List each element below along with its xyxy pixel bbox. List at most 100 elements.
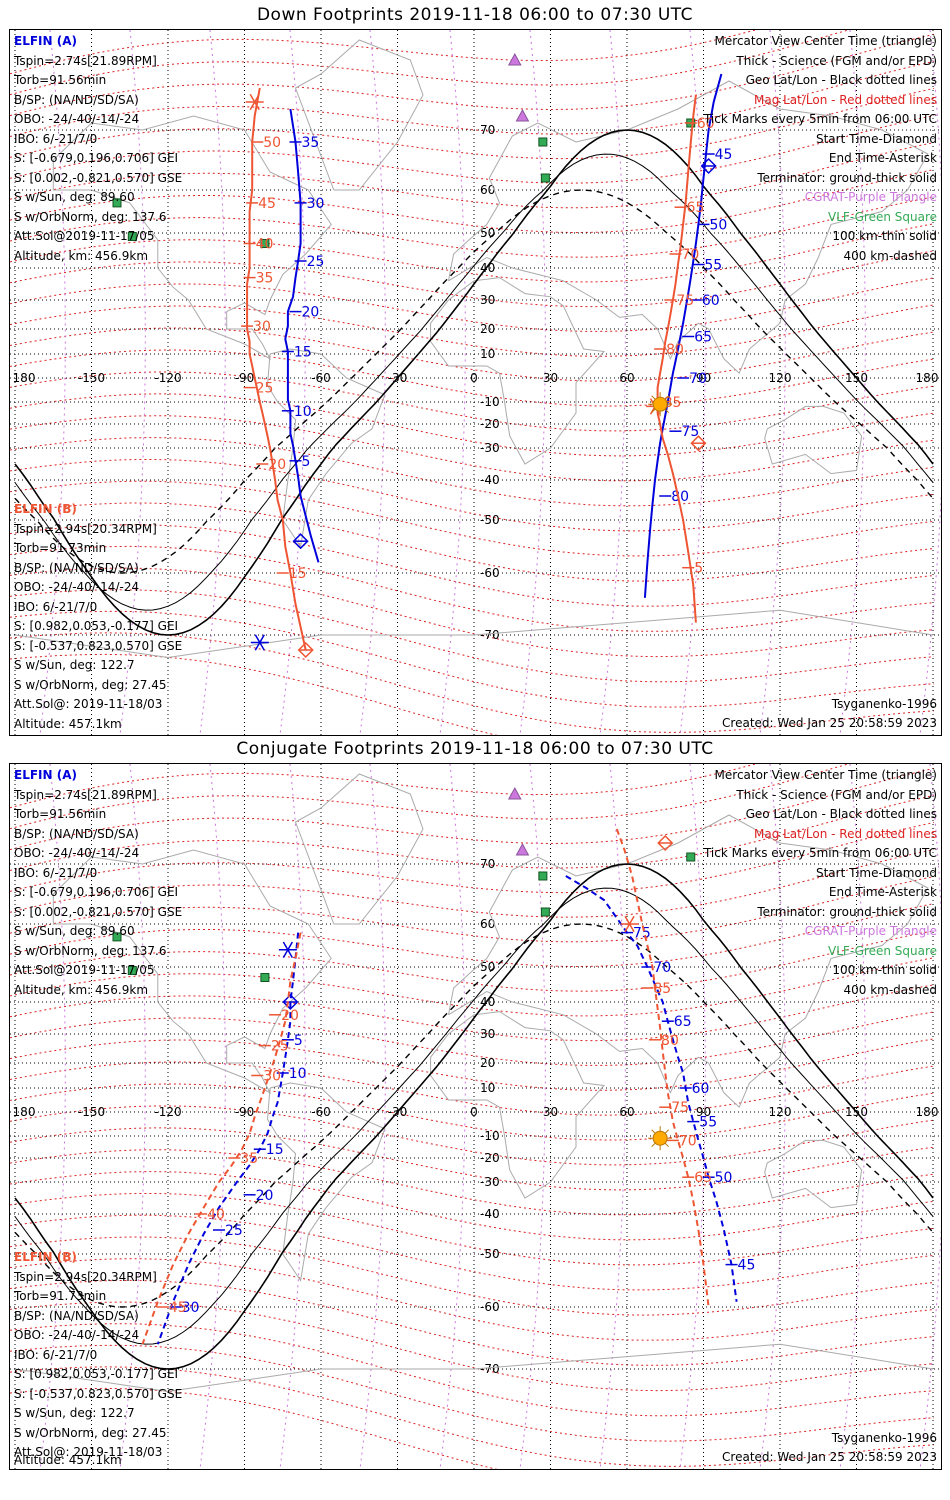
tick-label: 40 [207, 1207, 225, 1223]
info-line: Torb=91.73min [14, 541, 107, 555]
mag-lon-line [439, 30, 466, 735]
tick-label: 65 [694, 1170, 712, 1186]
mag-lat-line [10, 903, 935, 968]
mag-lat-line [10, 1171, 935, 1241]
legend-item: 100 km-thin solid [832, 229, 937, 243]
info-line: Altitude: 457.1km [14, 716, 122, 731]
continent-outline [764, 1139, 863, 1209]
info-line: Tspin=2.94s[20.34RPM] [14, 521, 157, 536]
footer-credits: Tsyganenko-1996 Created: Wed Jan 25 20:5… [722, 1429, 937, 1467]
tick-label: 35 [302, 135, 320, 151]
tick-label: 75 [633, 926, 651, 942]
created-label: Created: Wed Jan 25 20:58:59 2023 [722, 716, 937, 730]
tick-label: 20 [302, 305, 320, 321]
lat-tick-label: -30 [480, 1175, 500, 1189]
lon-tick-label: 0 [470, 1105, 478, 1119]
tick-label: 30 [182, 1300, 200, 1316]
lon-tick-label: 120 [769, 1105, 792, 1119]
geo-grid [10, 764, 941, 1469]
lon-tick-label: 120 [769, 371, 792, 385]
model-label: Tsyganenko-1996 [831, 697, 937, 711]
lon-tick-label: -120 [154, 1105, 181, 1119]
mag-lat-line [10, 169, 935, 234]
tick-label: 75 [676, 293, 694, 309]
terminator [14, 129, 934, 636]
tick-label: 5 [302, 454, 311, 470]
info-line: S w/Sun, deg: 89.60 [14, 190, 135, 204]
info-line: OBO: -24/-40/-14/-24 [14, 112, 140, 126]
vlf-square [127, 232, 137, 241]
vlf-square [127, 966, 137, 975]
tick-label: 10 [294, 404, 312, 420]
mag-lat-line [10, 1105, 935, 1166]
ground-markers [112, 786, 696, 982]
panel-title-down: Down Footprints 2019-11-18 06:00 to 07:3… [256, 5, 694, 25]
mag-lat-line [10, 1083, 935, 1141]
lat-tick-label: 60 [480, 183, 495, 197]
info-line: B/SP: (NA/ND/SD/SA) [14, 560, 139, 575]
legend-item: Thick - Science (FGM and/or EPD) [736, 787, 937, 802]
mag-lat-line [10, 277, 935, 332]
mag-lat-line [10, 1011, 935, 1066]
footprint-trace [565, 875, 738, 1302]
tick-label: 40 [256, 237, 274, 253]
legend-item: Mag Lat/Lon - Red dotted lines [753, 826, 937, 841]
tick-label: 25 [256, 381, 274, 397]
info-line: S: [0.002,-0.821,0.570] GSE [14, 170, 183, 185]
continent-outline [448, 814, 929, 1109]
lon-tick-label: -60 [311, 371, 331, 385]
mag-lat-line [10, 1038, 935, 1091]
end-asterisk [249, 93, 260, 111]
info-line: S: [0.982,0.053,-0.177] GEI [14, 619, 179, 633]
mag-lat-line [10, 349, 935, 407]
terminator-ground [14, 129, 934, 636]
tick-label: 75 [681, 424, 699, 440]
start-diamond [292, 533, 309, 550]
terminator-400km [14, 189, 934, 574]
mag-lat-line [10, 30, 758, 75]
elfin-a-info: ELFIN (A) Tspin=2.74s[21.89RPM] Torb=91.… [14, 766, 182, 1000]
info-line: S: [0.002,-0.821,0.570] GSE [14, 904, 183, 919]
legend-item: 400 km-dashed [843, 982, 937, 997]
info-line: Tspin=2.94s[20.34RPM] [14, 1269, 157, 1284]
lat-tick-label: -10 [480, 395, 500, 409]
sun-disc [652, 396, 668, 412]
lon-tick-label: 180 [916, 371, 939, 385]
mag-lat-line [10, 196, 935, 258]
continents [14, 773, 934, 1393]
info-line: IBO: 6/-21/7/0 [14, 865, 98, 880]
footprint-trace [141, 932, 302, 1345]
start-diamond [282, 993, 299, 1011]
tick-label: 60 [697, 116, 715, 132]
info-line: Tspin=2.74s[21.89RPM] [14, 787, 157, 802]
start-diamond [657, 834, 674, 852]
info-line: B/SP: (NA/ND/SD/SA) [14, 1308, 139, 1323]
footprint-trace [643, 73, 723, 598]
info-line: OBO: -24/-40/-14/-24 [14, 1328, 140, 1342]
tick-label: 20 [256, 1188, 274, 1204]
tick-label: 45 [715, 147, 733, 163]
info-line: S w/Sun, deg: 122.7 [14, 1406, 135, 1420]
tick-label: 85 [653, 981, 671, 997]
lat-tick-label: -70 [480, 628, 500, 642]
tick-label: 50 [715, 1170, 733, 1186]
vlf-square [540, 907, 550, 917]
info-line: B/SP: (NA/ND/SD/SA) [14, 92, 139, 107]
info-line: IBO: 6/-21/7/0 [14, 131, 98, 146]
legend-item: Terminator: ground-thick solid [757, 904, 937, 919]
info-line: S w/OrbNorm, deg: 137.6 [14, 943, 167, 958]
trace-b: 20 25 30 35 40 45 [141, 932, 302, 1345]
info-line: Altitude, km: 456.9km [14, 982, 149, 997]
end-asterisk [254, 634, 265, 651]
lat-tick-label: -20 [480, 1151, 500, 1165]
mag-lat-line [10, 610, 935, 708]
created-label: Created: Wed Jan 25 20:58:59 2023 [722, 1450, 937, 1464]
tick-label: 15 [294, 345, 312, 361]
continent-outline [266, 1082, 386, 1282]
trace-a2: 75 70 65 60 55 50 45 [565, 875, 755, 1302]
lat-tick-label: 20 [480, 1056, 495, 1070]
end-asterisk [282, 941, 293, 958]
legend-item: Terminator: ground-thick solid [757, 170, 937, 185]
tick-label: 25 [271, 1039, 289, 1055]
info-line: S: [-0.679,0.196,0.706] GEI [14, 151, 179, 165]
